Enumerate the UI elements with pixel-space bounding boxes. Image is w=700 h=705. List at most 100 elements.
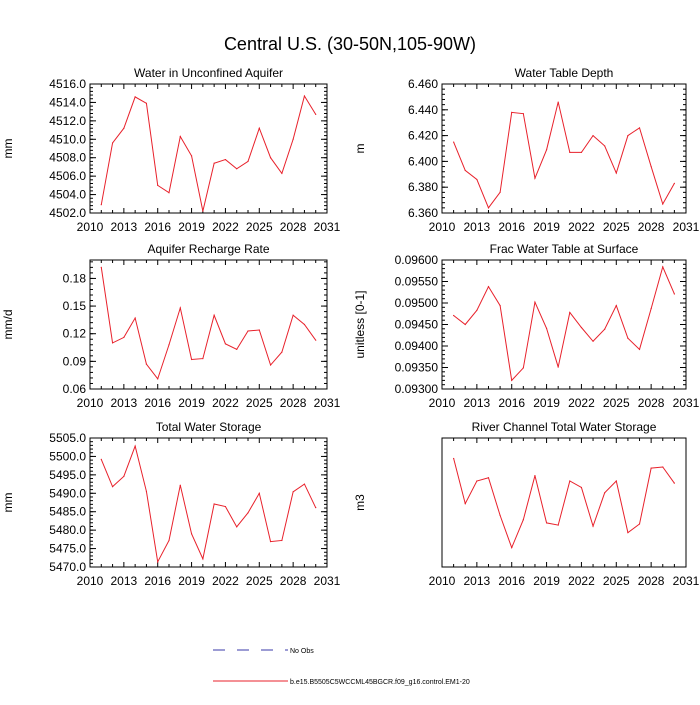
series-line: [453, 458, 675, 550]
x-tick-label: 2019: [533, 220, 560, 234]
data-point: [168, 344, 170, 346]
data-point: [627, 337, 629, 339]
x-tick-label: 2028: [638, 396, 665, 410]
data-point: [315, 113, 317, 116]
data-point: [258, 492, 260, 494]
data-point: [236, 348, 238, 350]
y-tick-label: 4514.0: [49, 95, 86, 109]
x-tick-label: 2016: [498, 396, 525, 410]
x-tick-label: 2031: [673, 220, 700, 234]
data-point: [281, 539, 283, 542]
y-tick-label: 0.09350: [395, 361, 439, 375]
x-tick-label: 2013: [464, 396, 491, 410]
data-point: [464, 323, 466, 326]
data-point: [545, 522, 548, 524]
data-point: [100, 266, 102, 268]
x-tick-label: 2031: [673, 396, 700, 410]
panels: Water in Unconfined Aquifer mm 2010 2013 201…: [1, 66, 700, 588]
y-tick-label: 6.360: [408, 206, 438, 220]
data-point: [190, 155, 193, 157]
x-tick-label: 2019: [178, 396, 205, 410]
data-point: [592, 525, 594, 527]
y-tick-label: 0.06: [63, 382, 87, 396]
data-point: [269, 540, 272, 543]
x-tick-label: 2031: [673, 574, 700, 588]
y-tick-label: 5490.0: [49, 486, 86, 500]
data-point: [247, 512, 249, 514]
data-point: [224, 343, 227, 345]
y-tick-label: 6.400: [408, 154, 438, 168]
data-point: [499, 191, 501, 193]
legend-no-obs-label: No Obs: [290, 648, 314, 655]
data-point: [123, 475, 125, 477]
data-point: [464, 502, 466, 505]
data-point: [453, 314, 455, 317]
data-point: [557, 524, 559, 526]
y-tick-label: 4512.0: [49, 114, 86, 128]
data-point: [580, 151, 583, 153]
data-point: [453, 141, 455, 143]
data-point: [258, 329, 260, 331]
data-point: [100, 458, 102, 460]
data-point: [569, 151, 571, 153]
panel-4: Frac Water Table at Surface unitless [0-1…: [353, 242, 700, 410]
data-point: [557, 366, 559, 368]
data-point: [190, 358, 193, 361]
y-tick-label: 4506.0: [49, 169, 86, 183]
data-point: [269, 364, 272, 366]
data-point: [604, 492, 606, 494]
data-point: [464, 169, 466, 172]
x-tick-label: 2010: [429, 220, 456, 234]
y-tick-label: 0.09400: [395, 339, 439, 353]
panel-title: River Channel Total Water Storage: [472, 420, 657, 434]
x-tick-label: 2025: [246, 220, 273, 234]
data-point: [487, 477, 490, 479]
data-point: [224, 505, 227, 508]
data-point: [511, 111, 513, 113]
plot-frame: [89, 259, 328, 390]
data-point: [662, 266, 664, 268]
y-axis-label: m3: [353, 494, 367, 511]
x-tick-label: 2025: [246, 574, 273, 588]
data-point: [111, 486, 114, 488]
x-tick-label: 2022: [212, 574, 239, 588]
y-tick-label: 6.420: [408, 129, 438, 143]
data-point: [190, 533, 193, 535]
data-point: [303, 483, 306, 485]
data-point: [247, 160, 249, 162]
x-tick-label: 2013: [111, 220, 138, 234]
data-point: [522, 519, 524, 521]
y-tick-label: 0.09500: [395, 296, 439, 310]
data-point: [134, 445, 136, 447]
y-tick-label: 0.09550: [395, 275, 439, 289]
data-point: [292, 138, 294, 140]
x-tick-label: 2022: [212, 220, 239, 234]
data-point: [662, 203, 664, 205]
y-tick-label: 4504.0: [49, 188, 86, 202]
data-point: [476, 178, 478, 181]
data-point: [580, 486, 583, 489]
y-axis-label: mm: [1, 139, 15, 159]
y-tick-label: 0.09: [63, 354, 87, 368]
x-tick-label: 2010: [77, 574, 104, 588]
data-point: [534, 475, 536, 477]
x-tick-label: 2031: [314, 220, 341, 234]
data-point: [145, 363, 148, 365]
data-point: [545, 149, 548, 151]
x-tick-label: 2016: [144, 396, 171, 410]
data-point: [179, 135, 181, 138]
x-tick-label: 2013: [111, 396, 138, 410]
x-tick-label: 2019: [533, 574, 560, 588]
y-tick-label: 0.12: [63, 327, 87, 341]
data-point: [453, 457, 455, 460]
data-point: [650, 467, 652, 469]
data-point: [269, 157, 272, 159]
x-tick-label: 2028: [638, 220, 665, 234]
data-point: [615, 480, 617, 482]
main-title: Central U.S. (30-50N,105-90W): [224, 34, 476, 54]
panel-5: Total Water Storage mm 2010 2013 2016 2019 202…: [1, 420, 341, 588]
x-tick-label: 2025: [603, 220, 630, 234]
x-tick-label: 2010: [77, 220, 104, 234]
data-point: [638, 348, 641, 351]
x-tick-label: 2025: [603, 574, 630, 588]
